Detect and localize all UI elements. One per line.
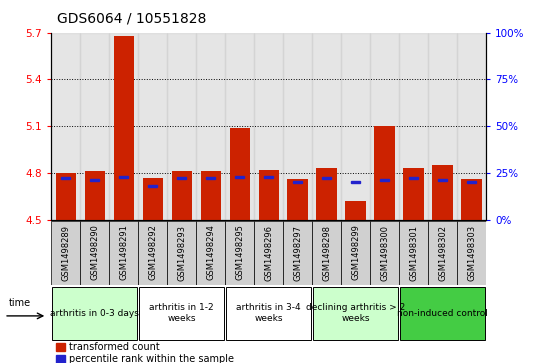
Bar [56, 173, 76, 220]
Bar [196, 33, 225, 220]
Text: non-induced control: non-induced control [397, 309, 488, 318]
Text: arthritis in 3-4
weeks: arthritis in 3-4 weeks [237, 303, 301, 323]
Bar [370, 33, 399, 220]
Bar [196, 221, 225, 285]
Text: GSM1498295: GSM1498295 [235, 225, 244, 281]
Bar [177, 178, 186, 179]
Bar [457, 33, 486, 220]
Bar [148, 185, 157, 187]
Text: GSM1498290: GSM1498290 [90, 225, 99, 281]
Text: GSM1498301: GSM1498301 [409, 225, 418, 281]
Bar [316, 168, 337, 220]
Bar [259, 170, 279, 220]
Bar [264, 176, 273, 178]
Bar [109, 221, 138, 285]
Bar [119, 176, 128, 178]
FancyBboxPatch shape [52, 287, 137, 339]
Bar [370, 221, 399, 285]
Bar [438, 179, 447, 182]
Text: GSM1498293: GSM1498293 [177, 225, 186, 281]
Bar [457, 221, 486, 285]
Bar [80, 221, 109, 285]
Bar [167, 221, 196, 285]
Text: GDS6064 / 10551828: GDS6064 / 10551828 [57, 11, 206, 25]
FancyBboxPatch shape [313, 287, 398, 339]
Bar [399, 33, 428, 220]
Text: arthritis in 0-3 days: arthritis in 0-3 days [50, 309, 139, 318]
Bar [167, 33, 196, 220]
Bar [143, 178, 163, 220]
Bar [80, 33, 109, 220]
Bar [322, 178, 331, 179]
Bar [380, 179, 389, 182]
Bar [254, 221, 283, 285]
Bar [428, 33, 457, 220]
Bar [312, 33, 341, 220]
Bar [374, 126, 395, 220]
Bar [51, 33, 80, 220]
Text: GSM1498300: GSM1498300 [380, 225, 389, 281]
Text: GSM1498294: GSM1498294 [206, 225, 215, 281]
Bar [90, 179, 99, 182]
Text: arthritis in 1-2
weeks: arthritis in 1-2 weeks [150, 303, 214, 323]
Text: GSM1498299: GSM1498299 [351, 225, 360, 281]
Text: GSM1498298: GSM1498298 [322, 225, 331, 281]
Bar [109, 33, 138, 220]
Text: GSM1498292: GSM1498292 [148, 225, 157, 281]
Text: GSM1498289: GSM1498289 [61, 225, 70, 281]
Text: GSM1498302: GSM1498302 [438, 225, 447, 281]
Bar [230, 128, 250, 220]
Bar [225, 221, 254, 285]
Bar [283, 221, 312, 285]
Bar [51, 221, 80, 285]
FancyBboxPatch shape [139, 287, 224, 339]
Bar [312, 221, 341, 285]
Text: GSM1498297: GSM1498297 [293, 225, 302, 281]
Bar [467, 181, 476, 183]
Bar [461, 179, 482, 220]
Bar [351, 181, 360, 183]
Bar [62, 178, 70, 179]
Bar [287, 179, 308, 220]
FancyBboxPatch shape [400, 287, 485, 339]
FancyBboxPatch shape [226, 287, 311, 339]
Bar [206, 178, 215, 179]
Bar [341, 221, 370, 285]
Bar [113, 36, 134, 220]
Text: declining arthritis > 2
weeks: declining arthritis > 2 weeks [306, 303, 405, 323]
Bar [409, 178, 418, 179]
Text: GSM1498291: GSM1498291 [119, 225, 129, 281]
Bar [346, 201, 366, 220]
Bar [283, 33, 312, 220]
Bar [200, 171, 221, 220]
Bar [399, 221, 428, 285]
Bar [85, 171, 105, 220]
Bar [433, 165, 453, 220]
Bar [293, 181, 302, 183]
Legend: transformed count, percentile rank within the sample: transformed count, percentile rank withi… [56, 342, 234, 363]
Bar [403, 168, 424, 220]
Text: GSM1498303: GSM1498303 [467, 225, 476, 281]
Bar [235, 176, 244, 178]
Bar [138, 33, 167, 220]
Bar [254, 33, 283, 220]
Bar [172, 171, 192, 220]
Bar [341, 33, 370, 220]
Text: GSM1498296: GSM1498296 [264, 225, 273, 281]
Text: time: time [9, 298, 31, 308]
Bar [225, 33, 254, 220]
Bar [428, 221, 457, 285]
Bar [138, 221, 167, 285]
